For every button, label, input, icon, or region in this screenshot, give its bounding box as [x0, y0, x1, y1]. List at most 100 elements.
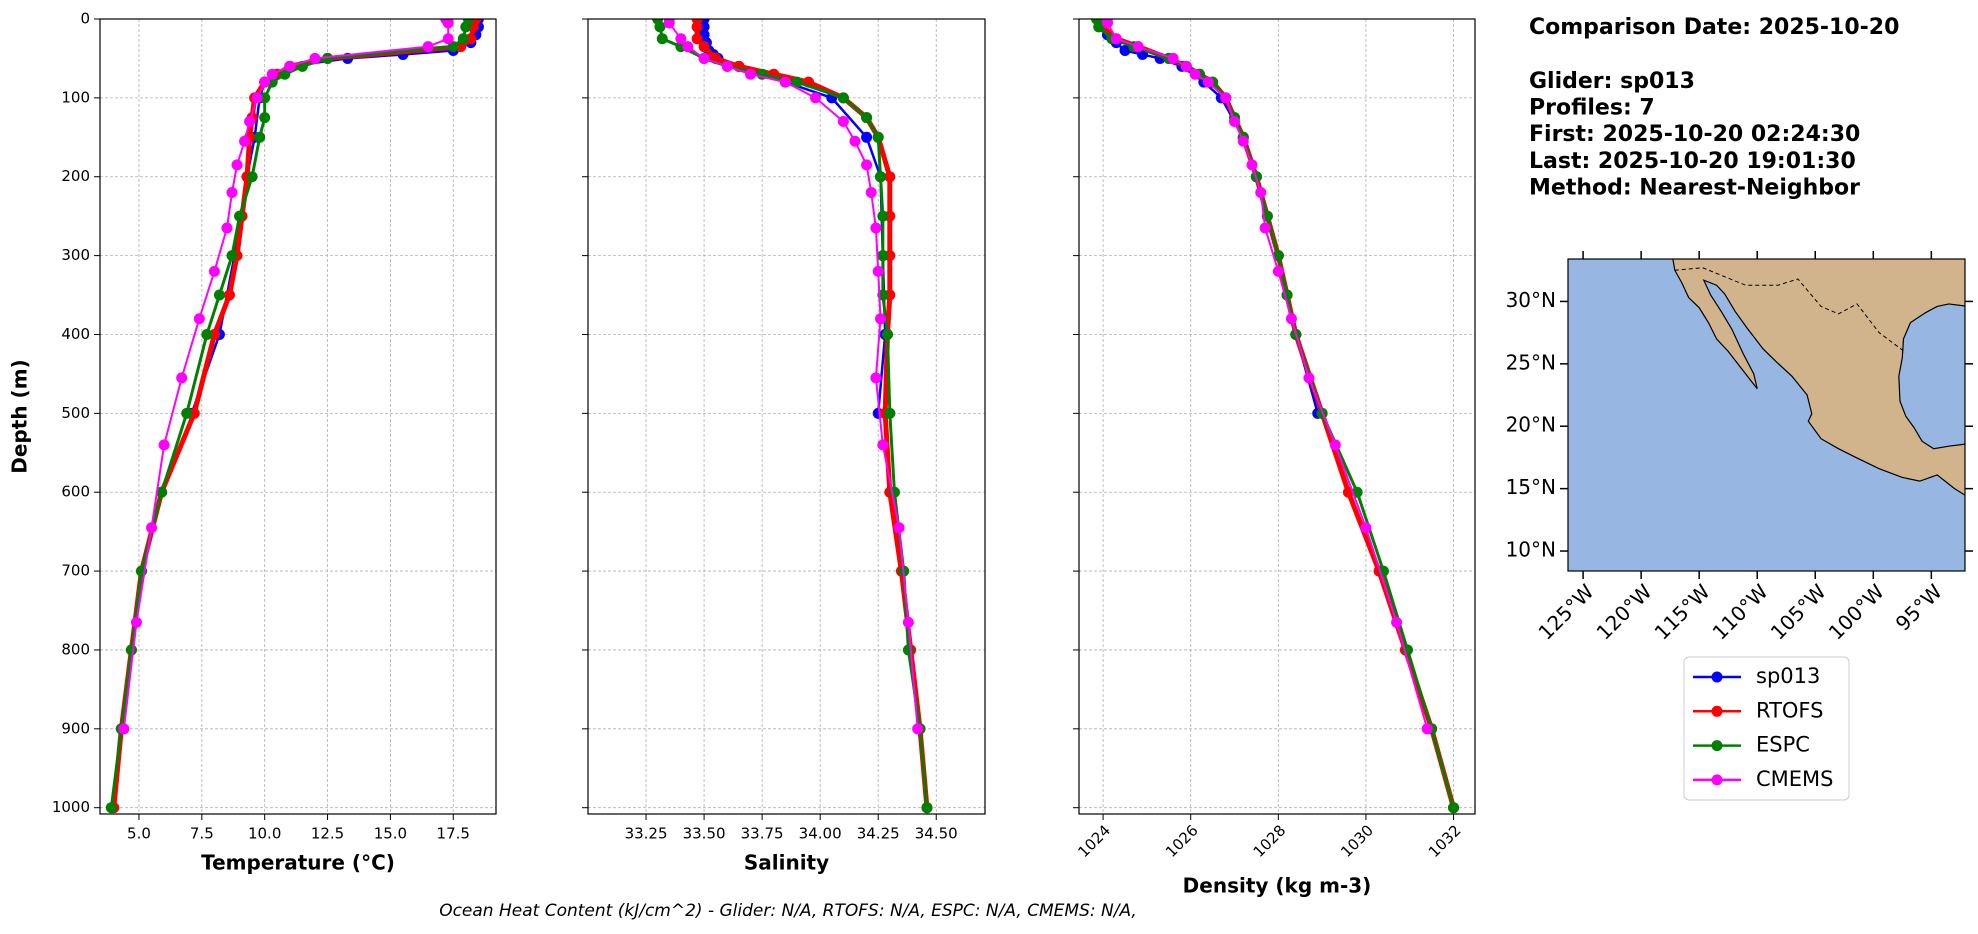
x-axis-label: Density (kg m-3) — [1183, 874, 1372, 898]
series-marker — [865, 187, 877, 199]
map-x-tick-label: 125°W — [1533, 579, 1598, 644]
series-marker — [1110, 33, 1122, 45]
y-tick-label: 500 — [61, 404, 90, 422]
series-marker — [259, 92, 271, 104]
series-marker — [208, 265, 220, 277]
series-marker — [1237, 135, 1249, 147]
x-tick-label: 1030 — [1337, 821, 1377, 861]
axes-frame — [587, 18, 986, 815]
series-marker — [130, 616, 142, 628]
series-marker — [875, 171, 887, 183]
axes-frame — [99, 18, 497, 815]
series-marker — [1180, 60, 1192, 72]
series-marker — [193, 313, 205, 325]
series-marker — [691, 33, 703, 45]
series-marker — [284, 60, 296, 72]
series-marker — [877, 250, 889, 262]
legend-marker — [1711, 705, 1723, 717]
series-marker — [442, 33, 454, 45]
x-tick-label: 33.75 — [741, 825, 784, 843]
x-tick-label: 5.0 — [127, 825, 151, 843]
legend: sp013 RTOFS ESPC CMEMS — [1683, 656, 1850, 801]
series-marker — [125, 644, 137, 656]
series-marker — [881, 328, 893, 340]
series-line — [1106, 19, 1429, 730]
series-marker — [791, 76, 803, 88]
series-marker — [1220, 92, 1232, 104]
series-marker — [460, 21, 472, 33]
series-marker — [176, 372, 188, 384]
series-marker — [902, 616, 914, 628]
border — [1674, 267, 1907, 354]
series-marker — [1272, 250, 1284, 262]
series-marker — [810, 92, 822, 104]
series-marker — [698, 52, 710, 64]
series-marker — [877, 210, 889, 222]
y-axis-label: Depth (m) — [8, 359, 32, 473]
series-marker — [872, 265, 884, 277]
series-marker — [223, 289, 235, 301]
legend-label: RTOFS — [1756, 698, 1823, 722]
series-marker — [682, 41, 694, 53]
x-tick-label: 10.0 — [248, 825, 281, 843]
series-marker — [921, 802, 933, 814]
x-tick-label: 1032 — [1425, 821, 1465, 861]
legend-label: CMEMS — [1756, 767, 1834, 791]
x-tick-label: 34.50 — [915, 825, 958, 843]
series-marker — [691, 21, 703, 33]
series-marker — [457, 33, 469, 45]
map-y-tick-label: 15°N — [1506, 475, 1556, 499]
y-tick-label: 900 — [61, 719, 90, 737]
legend-marker — [1711, 774, 1723, 786]
series-marker — [1421, 723, 1433, 735]
series-marker — [902, 644, 914, 656]
series-marker — [1303, 372, 1315, 384]
x-tick-label: 33.50 — [683, 825, 726, 843]
y-tick-label: 100 — [61, 88, 90, 106]
series-marker — [158, 439, 170, 451]
y-tick-label: 600 — [61, 483, 90, 501]
legend-marker — [1711, 740, 1723, 752]
map-area — [1568, 259, 1965, 571]
series-marker — [1255, 187, 1267, 199]
x-tick-label: 1024 — [1074, 821, 1114, 861]
info-line: Profiles: 7 — [1529, 96, 1655, 121]
series-marker — [213, 289, 225, 301]
series-marker — [837, 116, 849, 128]
x-axis-label: Temperature (°C) — [201, 851, 395, 875]
y-tick-label: 800 — [61, 640, 90, 658]
map-x-tick-label: 105°W — [1766, 579, 1831, 644]
series-marker — [239, 135, 251, 147]
series-marker — [745, 68, 757, 80]
axes-frame — [1078, 18, 1476, 815]
series-marker — [118, 723, 130, 735]
series-marker — [912, 723, 924, 735]
series-marker — [870, 372, 882, 384]
series-marker — [1272, 265, 1284, 277]
series-marker — [675, 33, 687, 45]
series-marker — [1329, 439, 1341, 451]
series-marker — [861, 112, 873, 124]
series-marker — [422, 41, 434, 53]
y-tick-label: 1000 — [52, 798, 90, 816]
legend-label: sp013 — [1756, 664, 1820, 688]
map-x-tick-label: 110°W — [1708, 579, 1773, 644]
map-x-tick-label: 115°W — [1650, 579, 1715, 644]
series-marker — [447, 41, 459, 53]
legend-marker — [1711, 671, 1723, 683]
x-tick-label: 12.5 — [311, 825, 344, 843]
series-marker — [226, 250, 238, 262]
series-marker — [1360, 522, 1372, 534]
series-marker — [309, 52, 321, 64]
series-marker — [656, 33, 668, 45]
series-marker — [442, 19, 454, 29]
series-marker — [1189, 68, 1201, 80]
series-marker — [234, 210, 246, 222]
series-marker — [837, 92, 849, 104]
y-tick-label: 0 — [80, 10, 90, 28]
series-marker — [1202, 76, 1214, 88]
x-tick-label: 17.5 — [437, 825, 470, 843]
series-marker — [259, 76, 271, 88]
series-marker — [226, 187, 238, 199]
